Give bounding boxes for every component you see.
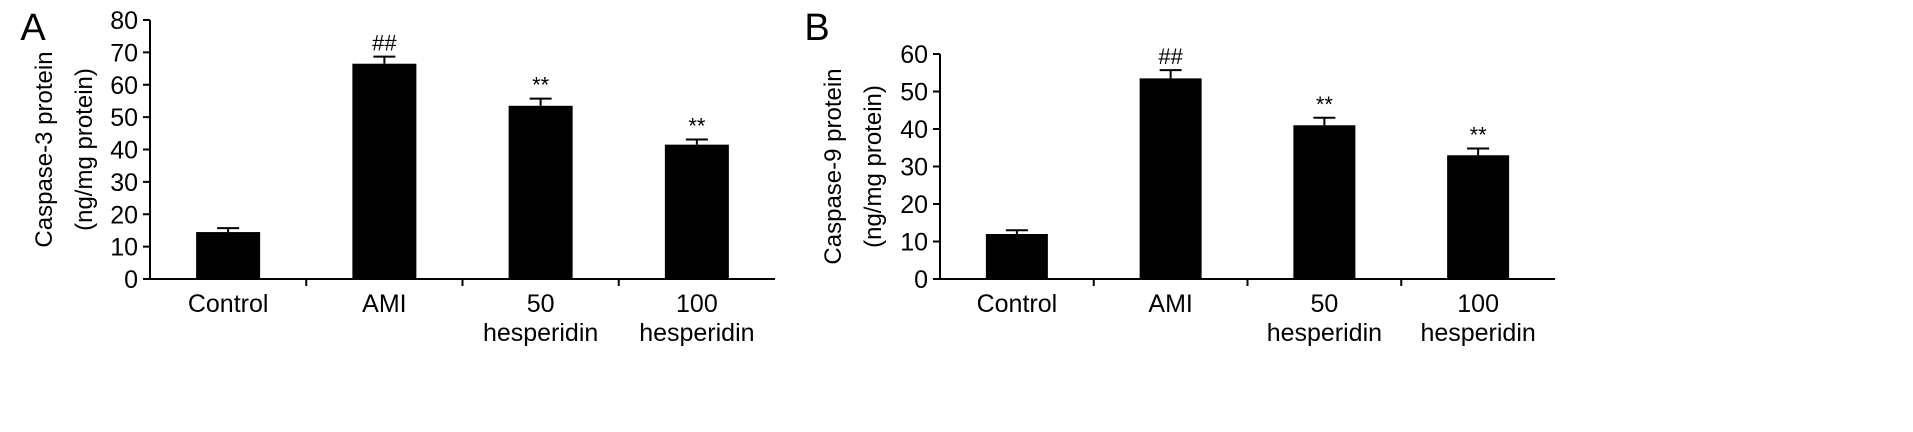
- category-label: 50: [1310, 290, 1338, 318]
- significance-mark: **: [1316, 92, 1334, 117]
- y-axis-unit: (ng/mg protein): [860, 85, 887, 248]
- category-label-line2: hesperidin: [639, 319, 754, 347]
- bar: [1139, 78, 1202, 279]
- significance-mark: **: [688, 113, 706, 138]
- category-label: 50: [527, 290, 555, 318]
- bar: [985, 234, 1048, 279]
- y-tick-label: 20: [900, 191, 928, 219]
- y-axis-unit: (ng/mg protein): [71, 68, 98, 231]
- y-tick-label: 40: [110, 137, 138, 165]
- bar: [664, 144, 729, 279]
- bar: [196, 232, 261, 279]
- bar: [352, 63, 417, 279]
- panel-letter: B: [804, 7, 829, 49]
- significance-mark: **: [1470, 123, 1488, 148]
- panel-b-caspase-9-chart: B Caspase-9 protein (ng/mg protein) 0 10 20 30…: [804, 7, 1555, 347]
- y-tick-label: 30: [900, 154, 928, 182]
- y-tick-label: 20: [110, 201, 138, 229]
- category-label: AMI: [1148, 290, 1192, 318]
- bar: [1293, 125, 1356, 279]
- category-label: 100: [676, 290, 718, 318]
- y-tick-label: 40: [900, 116, 928, 144]
- category-label: AMI: [362, 290, 406, 318]
- bar: [508, 105, 573, 279]
- y-axis-title: Caspase-9 protein: [820, 68, 847, 264]
- y-tick-label: 50: [900, 79, 928, 107]
- y-tick-label: 50: [110, 104, 138, 132]
- bar: [1447, 155, 1510, 279]
- category-label: Control: [977, 290, 1058, 318]
- y-tick-label: 0: [914, 266, 928, 294]
- significance-mark: ##: [372, 31, 397, 56]
- y-tick-label: 10: [900, 229, 928, 257]
- category-label: 100: [1457, 290, 1499, 318]
- y-tick-label: 0: [124, 266, 138, 294]
- y-tick-label: 80: [110, 7, 138, 35]
- significance-mark: **: [532, 73, 550, 98]
- panel-letter: A: [20, 7, 46, 49]
- category-label-line2: hesperidin: [1420, 319, 1535, 347]
- y-axis-title: Caspase-3 protein: [31, 51, 58, 247]
- y-tick-label: 30: [110, 169, 138, 197]
- y-tick-label: 60: [110, 72, 138, 100]
- y-tick-label: 60: [900, 41, 928, 69]
- y-tick-label: 70: [110, 39, 138, 67]
- category-label: Control: [188, 290, 269, 318]
- category-label-line2: hesperidin: [1267, 319, 1382, 347]
- category-label-line2: hesperidin: [483, 319, 598, 347]
- significance-mark: ##: [1158, 44, 1183, 69]
- y-tick-label: 10: [110, 234, 138, 262]
